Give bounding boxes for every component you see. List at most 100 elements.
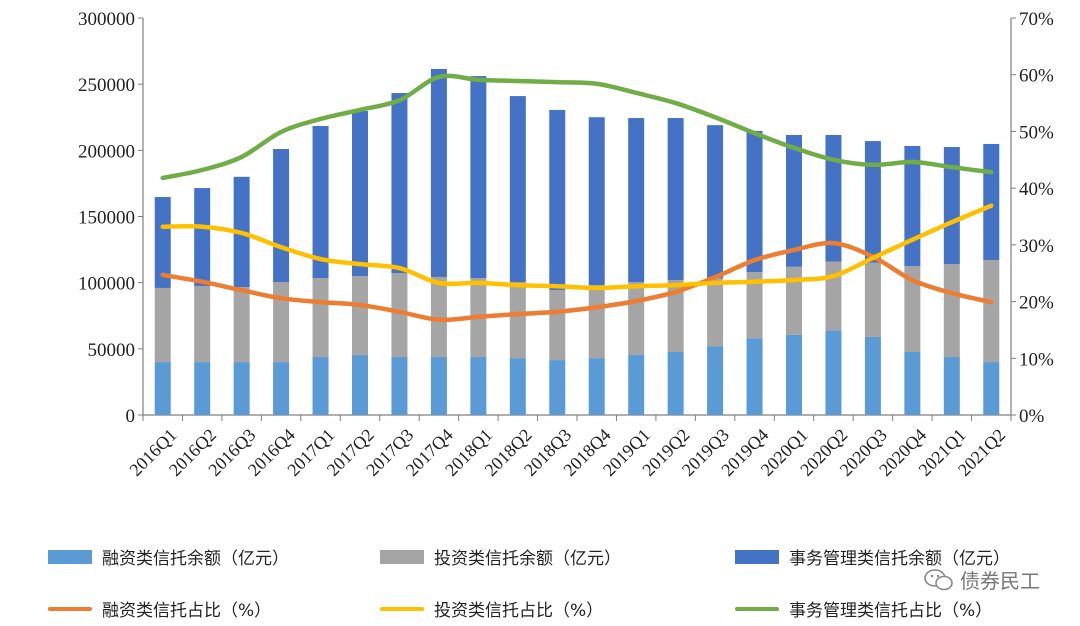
watermark: 债券民工 [924,565,1040,594]
bar-1-2019Q4 [746,338,763,415]
bar-1-2016Q4 [273,362,290,415]
bar-3-2020Q2 [825,134,842,262]
bar-3-2021Q2 [983,143,1000,261]
bar-1-2017Q1 [312,357,329,415]
bar-2-2020Q4 [904,266,921,353]
bar-1-2020Q2 [825,330,842,415]
bar-1-2017Q4 [430,357,447,415]
right-tick-label: 20% [1019,293,1054,314]
bar-2-2016Q4 [273,282,290,363]
bar-2-2017Q4 [430,276,447,358]
line-series-2 [160,203,994,291]
legend: 融资类信托余额（亿元） 投资类信托余额（亿元） 事务管理类信托余额（亿元） 融资… [0,530,1080,626]
bar-1-2018Q2 [509,358,526,415]
bar-3-2016Q2 [194,188,211,286]
legend-swatch [48,606,92,611]
bar-3-2020Q3 [864,141,881,263]
legend-label: 事务管理类信托占比（%） [789,601,993,621]
bar-3-2018Q1 [470,76,487,279]
bar-3-2017Q4 [430,68,447,277]
legend-item-affairs-balance: 事务管理类信托余额（亿元） [735,544,1010,569]
legend-label: 融资类信托占比（%） [102,601,272,621]
legend-swatch [735,549,779,564]
bar-2-2017Q2 [352,276,368,356]
bar-3-2017Q2 [352,111,368,277]
bar-3-2019Q1 [628,118,645,283]
bar-1-2021Q1 [943,357,960,415]
bar-1-2018Q3 [549,360,566,415]
bar-2-2019Q3 [707,278,724,347]
bar-3-2021Q1 [943,147,960,265]
legend-label: 投资类信托占比（%） [434,601,604,621]
left-tick-label: 150000 [78,208,135,229]
bar-3-2018Q2 [509,96,526,283]
left-tick-label: 200000 [78,141,135,162]
legend-item-investment-ratio: 投资类信托占比（%） [380,596,603,621]
right-tick-label: 30% [1019,236,1054,257]
legend-swatch [48,549,92,564]
bar-3-2018Q4 [588,117,605,286]
right-tick-label: 0% [1019,406,1045,427]
bar-3-2018Q3 [549,109,566,290]
bar-1-2018Q4 [588,358,605,415]
bar-2-2017Q3 [391,273,408,358]
bar-1-2019Q1 [628,355,645,415]
bar-3-2016Q1 [154,197,171,288]
legend-label: 事务管理类信托余额（亿元） [789,549,1010,569]
bar-1-2018Q1 [470,357,487,415]
bar-1-2019Q3 [707,346,724,415]
bar-2-2018Q4 [588,285,605,359]
bar-1-2020Q1 [786,334,802,415]
bar-3-2019Q3 [707,125,724,279]
right-tick-label: 60% [1019,66,1054,87]
left-tick-label: 100000 [78,274,135,295]
bar-1-2016Q2 [194,362,211,415]
left-tick-label: 250000 [78,75,135,96]
bar-1-2017Q3 [391,357,408,415]
bar-3-2019Q4 [746,131,763,273]
bar-3-2017Q3 [391,93,408,274]
legend-item-financing-ratio: 融资类信托占比（%） [48,596,271,621]
wechat-icon [924,568,953,590]
bar-1-2021Q2 [983,362,1000,415]
right-tick-label: 50% [1019,122,1054,143]
chart: 0 50000 100000 150000 200000 250000 300000 0% 10… [78,9,1054,480]
legend-item-affairs-ratio: 事务管理类信托占比（%） [735,596,992,621]
legend-swatch [380,549,424,564]
legend-swatch [735,606,779,611]
bar-2-2019Q4 [746,272,763,339]
bar-2-2016Q1 [154,287,171,363]
bar-2-2020Q1 [786,266,802,335]
bar-2-2016Q2 [194,285,211,363]
left-tick-label: 300000 [78,9,135,30]
bar-2-2017Q1 [312,278,329,358]
legend-label: 融资类信托余额（亿元） [102,549,289,569]
bar-2-2019Q2 [667,280,684,353]
bar-1-2020Q3 [864,336,881,415]
bar-2-2021Q1 [943,264,960,358]
bar-2-2018Q3 [549,289,566,361]
line-series-1 [160,240,994,323]
watermark-text: 债券民工 [960,569,1040,593]
bar-2-2018Q2 [509,282,526,359]
legend-item-investment-balance: 投资类信托余额（亿元） [380,544,621,569]
bar-3-2017Q1 [312,125,329,279]
right-tick-label: 70% [1019,9,1054,30]
legend-label: 投资类信托余额（亿元） [434,549,621,569]
right-tick-label: 40% [1019,179,1054,200]
bar-2-2019Q1 [628,282,645,356]
bar-3-2020Q1 [786,134,802,267]
bar-3-2016Q4 [273,149,290,283]
bar-1-2020Q4 [904,352,921,415]
legend-swatch [380,606,424,611]
bar-1-2019Q2 [667,352,684,415]
legend-item-financing-balance: 融资类信托余额（亿元） [48,544,289,569]
bar-2-2016Q3 [233,287,250,363]
bar-2-2020Q3 [864,262,881,337]
bar-1-2016Q3 [233,362,250,415]
right-tick-label: 10% [1019,349,1054,370]
left-tick-label: 50000 [88,340,136,361]
bar-2-2021Q2 [983,260,1000,363]
bar-3-2019Q2 [667,118,684,281]
bar-1-2016Q1 [154,362,171,415]
